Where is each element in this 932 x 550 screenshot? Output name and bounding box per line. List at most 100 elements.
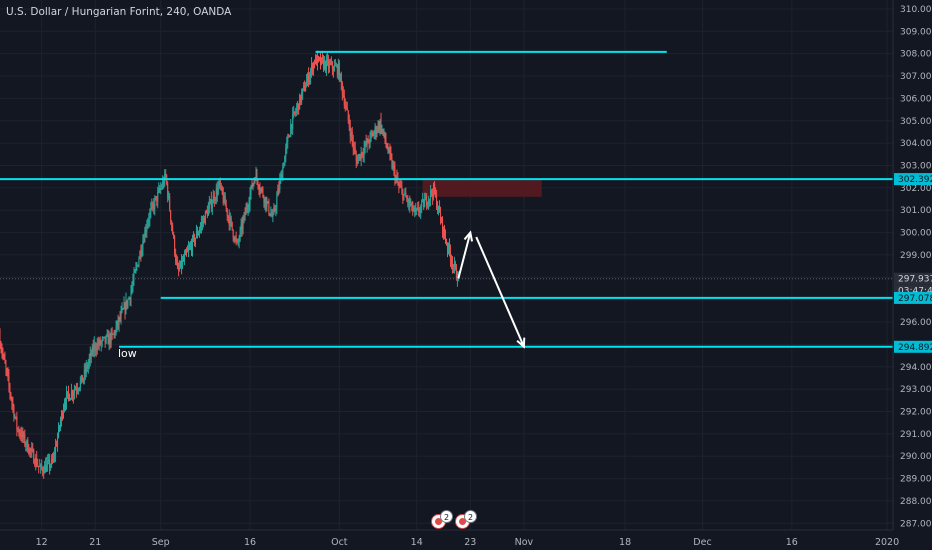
candle-body <box>160 187 162 191</box>
candle-body <box>39 466 41 468</box>
candle-body <box>120 311 122 319</box>
candle-body <box>36 457 38 466</box>
candle-body <box>251 185 253 189</box>
candle-body <box>232 229 234 238</box>
candle-body <box>145 230 147 232</box>
resistance-zone-rect[interactable] <box>422 180 542 197</box>
candle-body <box>446 241 447 245</box>
candle-body <box>422 199 424 201</box>
candle-body <box>4 357 6 364</box>
price-tags: 302.392 297.937 03:47:49297.078 294.892 <box>894 173 932 353</box>
candle-body <box>361 152 363 156</box>
candle-body <box>170 210 172 221</box>
candle-body <box>320 57 322 65</box>
candle-body <box>45 464 47 472</box>
horizontal-lines[interactable] <box>0 50 893 348</box>
candle-body <box>452 266 454 268</box>
resistance-zone <box>422 180 542 197</box>
candle-body <box>419 212 421 214</box>
candle-body <box>449 251 451 261</box>
candle-body <box>283 165 285 167</box>
candle-body <box>98 339 100 346</box>
price-label: 296.000 <box>900 318 932 328</box>
candle-body <box>446 244 448 250</box>
price-label: 308.000 <box>900 50 932 60</box>
candle-body <box>130 291 132 301</box>
candle-body <box>307 74 309 82</box>
candle-body <box>390 153 392 158</box>
candle-body <box>440 212 442 221</box>
candle-body <box>158 188 160 192</box>
candle-body <box>445 235 447 242</box>
time-scale[interactable]: 12 21 Sep 16 Oct 14 23 Nov 18 Dec 16 2020 <box>36 537 900 548</box>
candle-body <box>206 211 208 216</box>
candle-body <box>314 62 316 64</box>
chart-grid <box>0 0 893 530</box>
candle-body <box>50 465 52 468</box>
candle-body <box>167 183 169 198</box>
candle-body <box>77 389 79 391</box>
down-arrow-head <box>516 337 526 349</box>
candle-body <box>193 235 195 243</box>
candle-body <box>353 147 355 149</box>
candle-body <box>106 334 108 336</box>
candle-body <box>43 471 45 474</box>
candle-body <box>42 468 44 472</box>
up-arrow[interactable] <box>457 232 472 279</box>
candle-body <box>229 217 231 226</box>
event-count-badge: 2 <box>440 510 453 523</box>
candle-body <box>328 63 330 68</box>
price-scale[interactable]: 310.000 309.000 308.000 307.000 306.000 305.0… <box>900 5 932 529</box>
time-label: Nov <box>515 537 534 548</box>
price-tag-text: 297.078 <box>898 294 932 304</box>
candle-body <box>245 207 247 215</box>
candle-body <box>312 64 314 72</box>
candle-body <box>231 221 233 230</box>
candle-body <box>221 186 223 194</box>
down-arrow[interactable] <box>475 236 525 348</box>
candle-body <box>288 136 290 138</box>
candle-body <box>37 465 39 467</box>
candle-body <box>457 278 459 280</box>
candle-body <box>125 300 127 313</box>
candle-body <box>323 61 325 69</box>
candle-body <box>301 93 303 102</box>
candle-body <box>295 112 297 114</box>
candle-body <box>202 218 204 223</box>
candle-body <box>278 188 280 190</box>
candle-body <box>131 286 133 292</box>
candle-body <box>388 148 390 152</box>
candle-body <box>66 391 68 393</box>
candle-body <box>370 133 372 135</box>
candle-body <box>404 192 406 195</box>
candle-body <box>148 219 150 222</box>
candle-body <box>372 133 374 136</box>
price-tag-bg <box>894 291 932 304</box>
candle-body <box>188 248 190 251</box>
candle-body <box>10 393 12 399</box>
projection-arrows[interactable] <box>457 230 526 349</box>
candle-body <box>15 416 17 418</box>
candle-body <box>333 65 335 71</box>
candle-body <box>414 208 416 211</box>
candle-body <box>341 82 343 94</box>
candle-body <box>174 236 176 254</box>
candle-body <box>150 208 152 213</box>
candle-body <box>367 139 369 144</box>
price-label: 292.000 <box>900 407 932 417</box>
candle-body <box>168 196 170 198</box>
candle-body <box>318 57 320 59</box>
candle-body <box>225 206 227 209</box>
candle-body <box>416 208 418 212</box>
candle-body <box>52 458 54 462</box>
candle-body <box>219 180 221 187</box>
candle-body <box>262 189 264 197</box>
candle-body <box>239 229 241 240</box>
candle-body <box>179 267 181 270</box>
candle-body <box>430 190 432 199</box>
candle-body <box>383 131 385 133</box>
candle-body <box>86 365 88 369</box>
low-annotation[interactable]: low <box>118 347 137 360</box>
candle-body <box>217 186 219 195</box>
